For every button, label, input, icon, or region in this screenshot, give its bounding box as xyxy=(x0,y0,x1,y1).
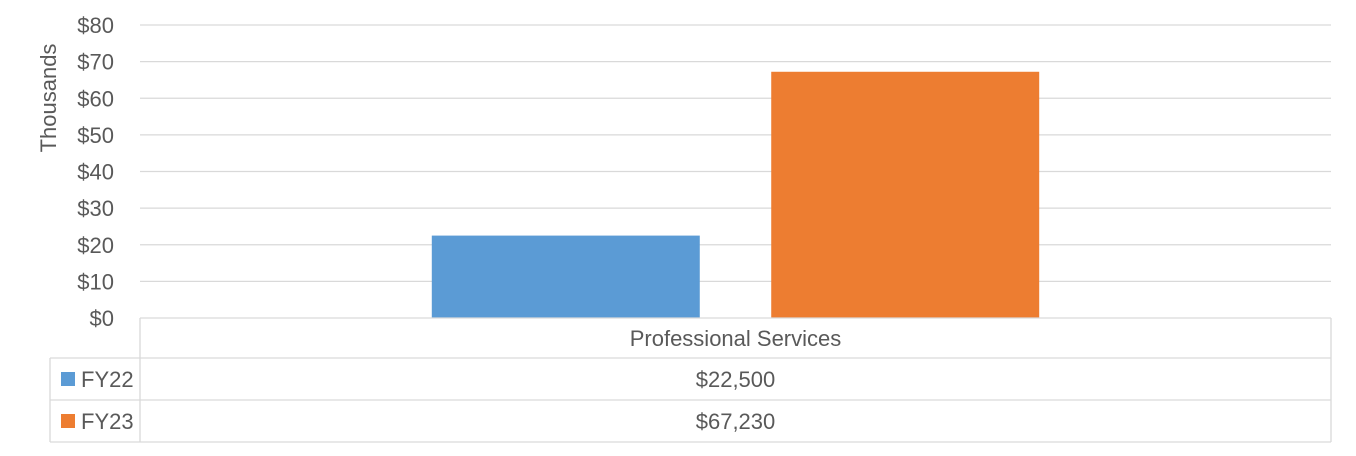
y-tick-label: $40 xyxy=(77,160,114,185)
y-tick-label: $70 xyxy=(77,50,114,75)
legend-key-fy23 xyxy=(61,414,75,428)
bars xyxy=(431,71,1040,318)
y-tick-label: $10 xyxy=(77,269,114,294)
y-tick-label: $60 xyxy=(77,86,114,111)
data-label: $22,500 xyxy=(696,367,776,392)
y-tick-label: $0 xyxy=(90,306,114,331)
y-tick-label: $20 xyxy=(77,233,114,258)
data-label: $67,230 xyxy=(696,409,776,434)
data-table: Professional Services FY22 $22,500 FY23 $67,… xyxy=(49,317,1332,443)
gridlines xyxy=(140,24,1331,283)
bar-fy22 xyxy=(431,235,700,318)
y-axis-title: Thousands xyxy=(36,44,61,153)
y-tick-label: $80 xyxy=(77,13,114,38)
bar-fy23 xyxy=(771,71,1040,318)
labels: Thousands $0 $10 $20 $30 $40 $50 $60 $70 $80 xyxy=(36,13,114,331)
legend-label: FY23 xyxy=(81,409,134,434)
category-label: Professional Services xyxy=(630,326,842,351)
y-tick-label: $30 xyxy=(77,196,114,221)
legend-label: FY22 xyxy=(81,367,134,392)
legend-key-fy22 xyxy=(61,372,75,386)
y-tick-label: $50 xyxy=(77,123,114,148)
